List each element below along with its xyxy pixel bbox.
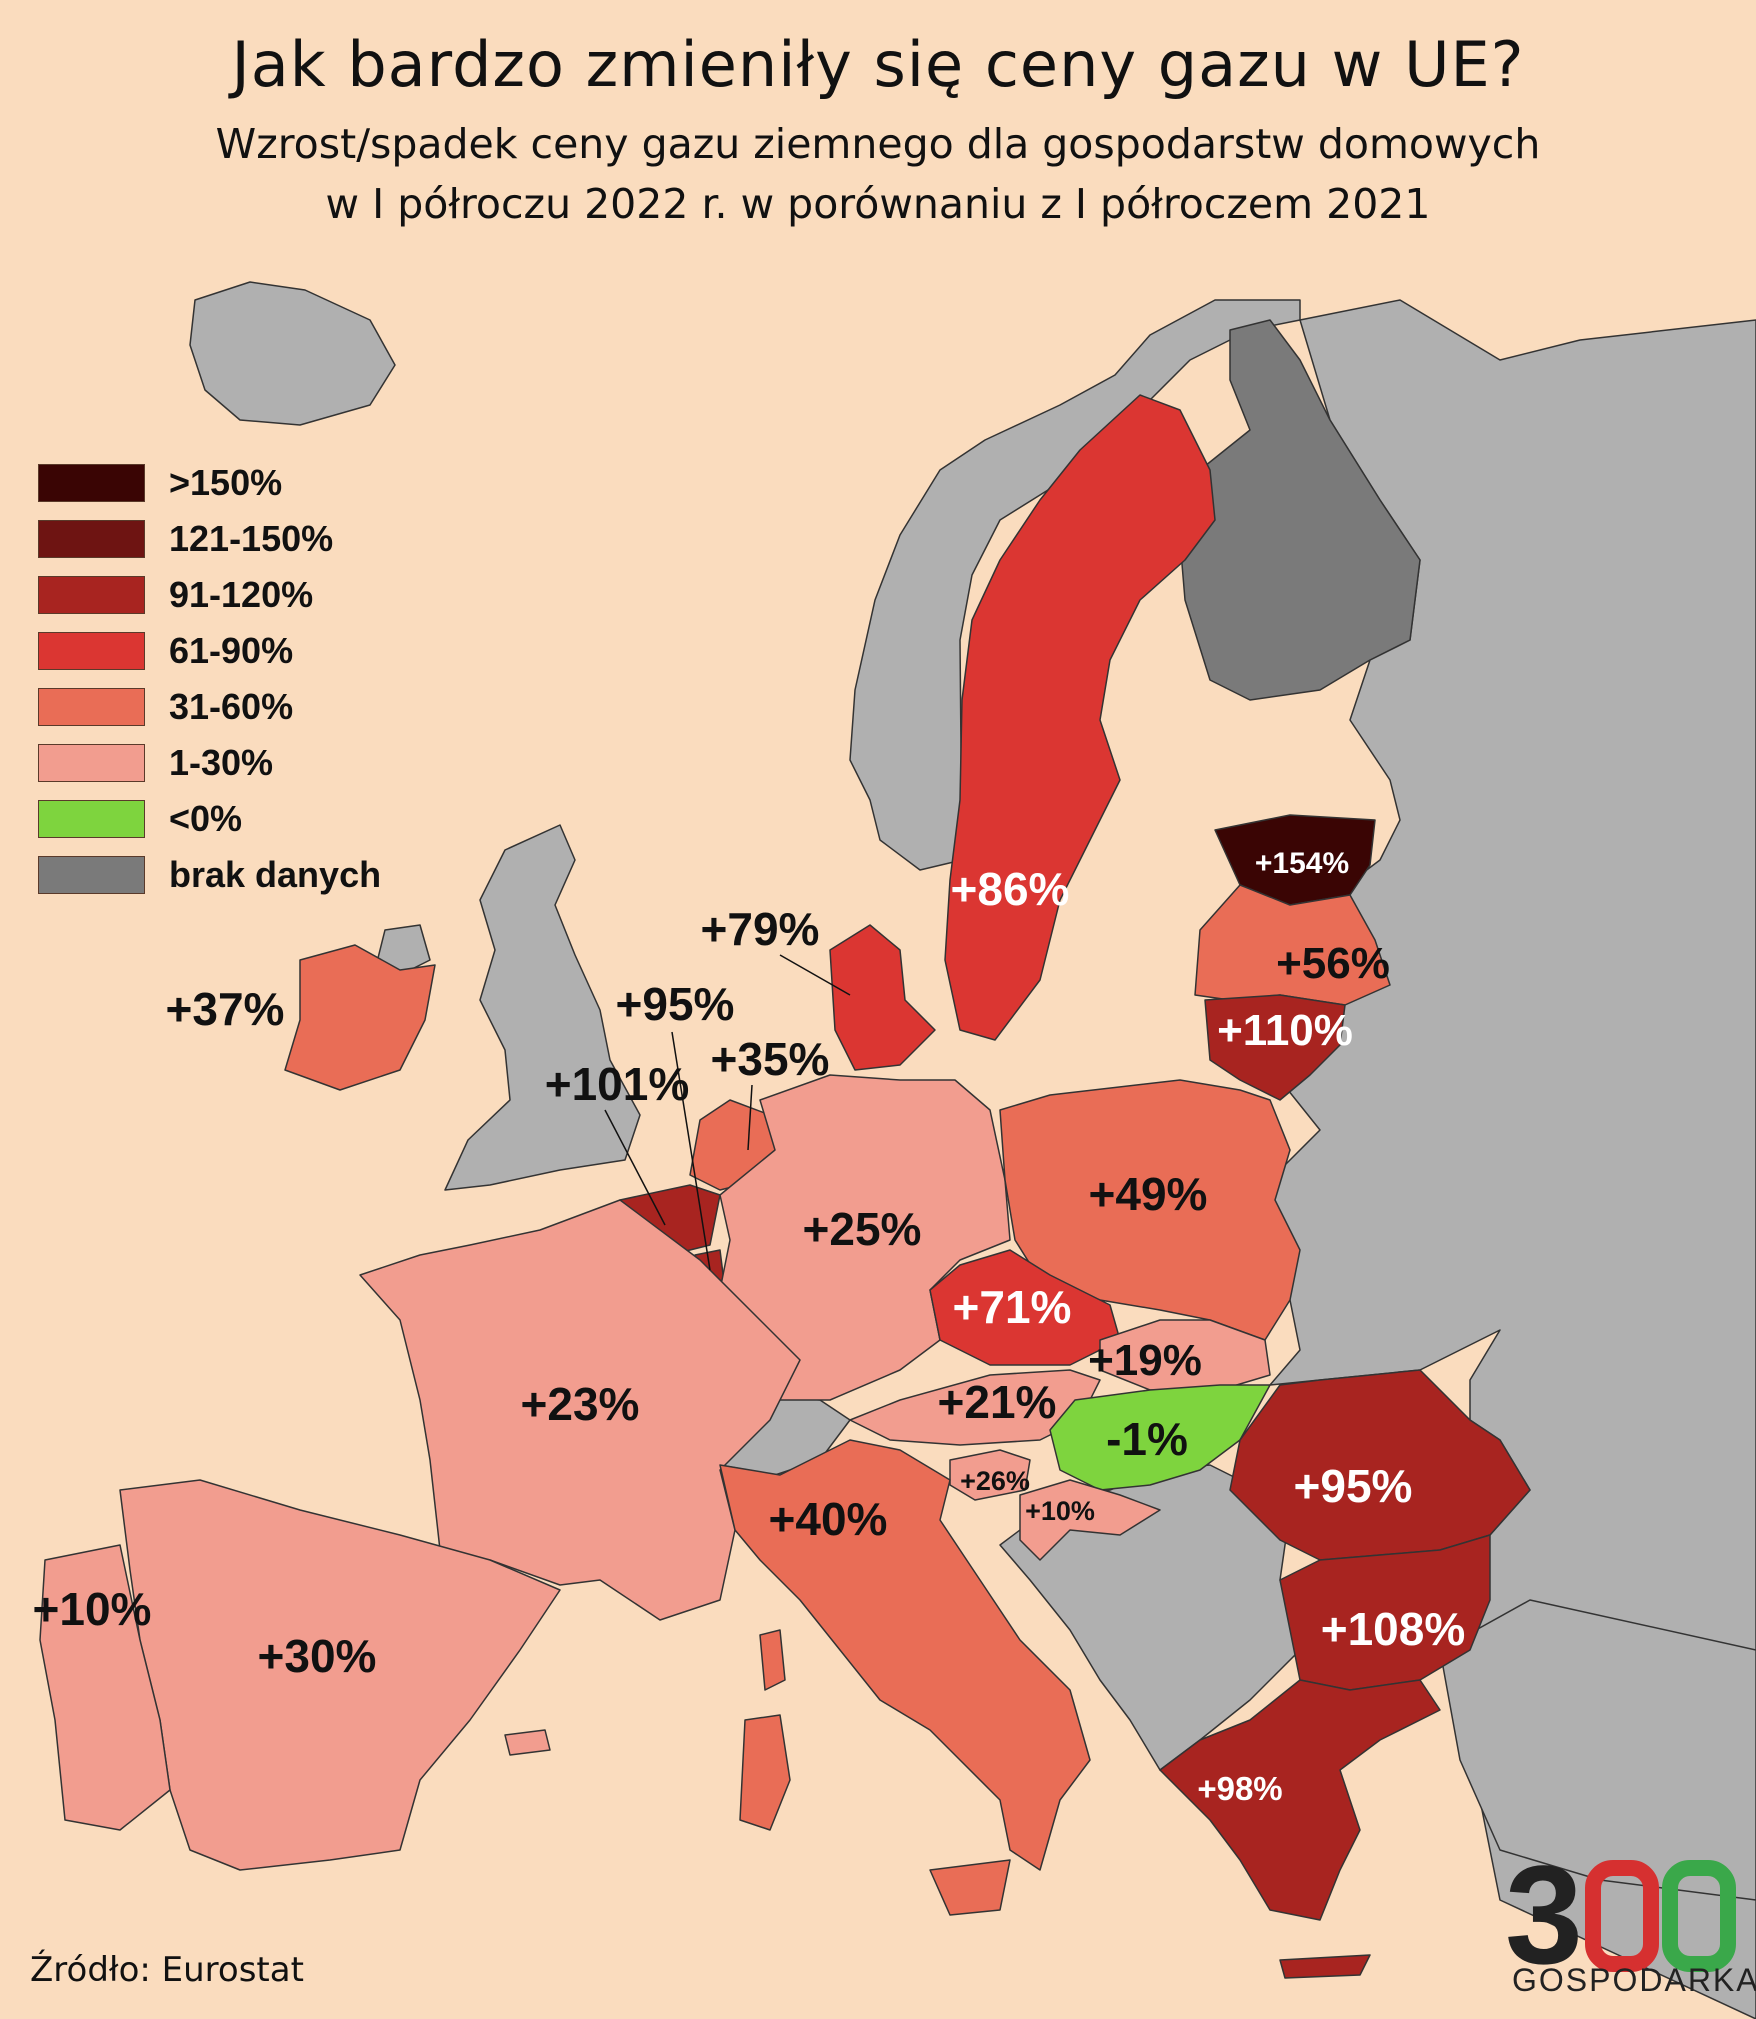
label-poland: +49% [1089,1168,1208,1220]
label-lithuania: +110% [1217,1006,1353,1055]
slovenia [949,1449,1031,1501]
portugal [39,1544,171,1831]
label-hungary: -1% [1106,1413,1188,1465]
legend-label: 121-150% [169,518,334,559]
label-spain: +30% [258,1630,377,1682]
label-slovenia: +26% [960,1466,1030,1496]
bulgaria [1279,1534,1491,1691]
legend-label: 31-60% [169,686,294,727]
latvia [1194,884,1391,1006]
legend-swatch [38,800,145,838]
legend-label: <0% [169,798,243,839]
label-estonia: +154% [1255,847,1349,880]
label-croatia: +10% [1025,1496,1095,1526]
legend-item: >150% [38,455,381,511]
label-bulgaria: +108% [1321,1603,1466,1655]
legend-item: brak danych [38,847,381,903]
crete [1279,1954,1371,1979]
france [359,1199,801,1621]
lithuania [1204,994,1346,1101]
legend-label: >150% [169,462,283,503]
italy [719,1439,1091,1871]
label-sweden: +86% [951,863,1070,915]
balearic [504,1729,551,1756]
croatia [1019,1479,1161,1561]
legend-item: 31-60% [38,679,381,735]
logo-300-icon: 3 [1505,1838,1736,1993]
sweden [944,394,1216,1041]
czechia [929,1249,1121,1366]
legend-item: <0% [38,791,381,847]
legend: >150% 121-150% 91-120% 61-90% 31-60% 1-30% <0%… [38,455,381,903]
legend-swatch [38,744,145,782]
finland [1179,319,1421,701]
label-romania: +95% [1294,1460,1413,1512]
sardinia [739,1714,791,1831]
logo-digit-0-green [1662,1860,1736,1972]
label-luxembourg: +95% [616,978,735,1030]
slovakia [1099,1319,1271,1391]
label-denmark: +79% [701,903,820,955]
source-note: Źródło: Eurostat [30,1950,304,1990]
subtitle-line-2: w I półroczu 2022 r. w porównaniu z I pó… [325,180,1431,228]
label-netherlands: +35% [711,1033,830,1085]
label-germany: +25% [803,1203,922,1255]
legend-swatch [38,464,145,502]
legend-item: 1-30% [38,735,381,791]
sicily [929,1859,1011,1916]
legend-item: 121-150% [38,511,381,567]
uk [444,824,641,1191]
label-france: +23% [521,1378,640,1430]
corsica [759,1629,786,1691]
logo-text: GOSPODARKA [1512,1962,1756,1998]
label-italy: +40% [769,1493,888,1545]
label-czechia: +71% [953,1281,1072,1333]
label-portugal: +10% [33,1583,152,1635]
leader-lines [604,954,851,1271]
logo-digit-3: 3 [1505,1838,1583,1993]
label-austria: +21% [938,1376,1057,1428]
legend-swatch [38,520,145,558]
legend-label: 1-30% [169,742,274,783]
legend-label: brak danych [169,854,382,895]
label-slovakia: +19% [1088,1336,1202,1385]
legend-swatch [38,576,145,614]
region-labels: +86% +154% +56% +110% +79% +37% +95% +10… [33,847,1466,1807]
page-title: Jak bardzo zmieniły się ceny gazu w UE? [231,28,1525,101]
subtitle-line-1: Wzrost/spadek ceny gazu ziemnego dla gos… [215,120,1541,168]
iceland [189,281,396,426]
legend-swatch [38,856,145,894]
romania [1229,1369,1531,1561]
legend-label: 61-90% [169,630,294,671]
label-belgium: +101% [545,1058,690,1110]
legend-swatch [38,632,145,670]
legend-item: 61-90% [38,623,381,679]
greece [1159,1679,1441,1921]
legend-swatch [38,688,145,726]
legend-label: 91-120% [169,574,314,615]
denmark [829,924,936,1071]
label-greece: +98% [1197,1770,1282,1807]
legend-item: 91-120% [38,567,381,623]
label-latvia: +56% [1276,939,1390,988]
label-ireland: +37% [166,983,285,1035]
logo-digit-0-red [1585,1860,1659,1972]
ireland [284,944,436,1091]
hungary [1049,1384,1271,1491]
